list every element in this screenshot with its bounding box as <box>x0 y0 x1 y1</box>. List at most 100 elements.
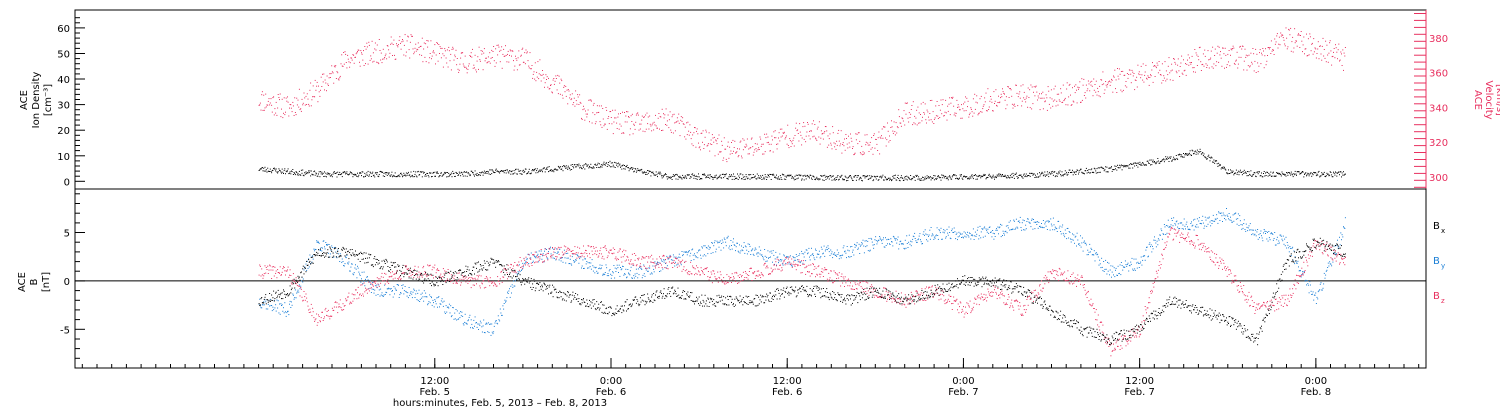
density-series-point <box>285 173 286 174</box>
density-series-point <box>941 175 942 176</box>
by-series-point <box>1080 235 1081 236</box>
velocity-series-point <box>867 134 868 135</box>
velocity-series-point <box>487 62 488 63</box>
by-series-point <box>429 294 430 295</box>
density-series-point <box>403 173 404 174</box>
by-series-point <box>381 295 382 296</box>
by-series-point <box>659 271 660 272</box>
velocity-series-point <box>1130 74 1131 75</box>
by-series-point <box>760 250 761 251</box>
density-series-point <box>915 175 916 176</box>
velocity-series-point <box>260 103 261 104</box>
density-series-point <box>491 169 492 170</box>
density-series-point <box>921 178 922 179</box>
by-series-point <box>347 263 348 264</box>
density-series-point <box>871 177 872 178</box>
velocity-series-point <box>1328 53 1329 54</box>
velocity-series-point <box>771 144 772 145</box>
velocity-series-point <box>1261 53 1262 54</box>
velocity-series-point <box>1269 48 1270 49</box>
by-series-point <box>848 256 849 257</box>
velocity-series-point <box>712 134 713 135</box>
velocity-series-point <box>542 70 543 71</box>
velocity-series-point <box>610 111 611 112</box>
velocity-series-point <box>1085 92 1086 93</box>
velocity-series-point <box>362 60 363 61</box>
by-series-point <box>573 260 574 261</box>
by-series-point <box>770 257 771 258</box>
velocity-series-point <box>847 147 848 148</box>
density-series-point <box>624 165 625 166</box>
velocity-series-point <box>702 142 703 143</box>
velocity-series-point <box>1031 108 1032 109</box>
density-series-point <box>705 175 706 176</box>
velocity-series-point <box>934 119 935 120</box>
by-series-point <box>887 243 888 244</box>
by-series-point <box>682 251 683 252</box>
velocity-series-point <box>773 131 774 132</box>
velocity-series-point <box>268 101 269 102</box>
density-series-point <box>1342 175 1343 176</box>
by-series-point <box>515 280 516 281</box>
velocity-series-point <box>1223 53 1224 54</box>
by-series-point <box>854 244 855 245</box>
velocity-series-point <box>1337 58 1338 59</box>
by-series-point <box>1302 271 1303 272</box>
by-series-point <box>1280 235 1281 236</box>
velocity-series-point <box>1248 65 1249 66</box>
by-series-point <box>309 255 310 256</box>
by-series-point <box>444 312 445 313</box>
velocity-series-point <box>922 117 923 118</box>
density-series-point <box>1250 170 1251 171</box>
by-series-point <box>998 233 999 234</box>
velocity-series-point <box>492 57 493 58</box>
velocity-series-point <box>814 136 815 137</box>
velocity-series-point <box>399 40 400 41</box>
density-series-point <box>1128 165 1129 166</box>
velocity-series-point <box>568 89 569 90</box>
velocity-series-point <box>1017 105 1018 106</box>
by-series-point <box>947 229 948 230</box>
by-series-point <box>1104 271 1105 272</box>
density-series-point <box>1243 171 1244 172</box>
by-series-point <box>1201 223 1202 224</box>
density-series-point <box>672 176 673 177</box>
velocity-series-point <box>284 97 285 98</box>
by-series-point <box>459 317 460 318</box>
by-series-point <box>906 235 907 236</box>
by-series-point <box>382 292 383 293</box>
by-series-point <box>858 248 859 249</box>
density-series-point <box>1217 163 1218 164</box>
by-series-point <box>436 297 437 298</box>
by-series-point <box>1227 215 1228 216</box>
density-series-point <box>977 179 978 180</box>
density-series-point <box>1074 172 1075 173</box>
density-series-point <box>281 173 282 174</box>
velocity-series-point <box>718 154 719 155</box>
by-series-point <box>1261 235 1262 236</box>
velocity-series-point <box>567 103 568 104</box>
density-series-point <box>1198 153 1199 154</box>
by-series-point <box>945 238 946 239</box>
velocity-series-point <box>296 114 297 115</box>
by-series-point <box>1082 238 1083 239</box>
by-series-point <box>1170 226 1171 227</box>
velocity-series-point <box>1204 66 1205 67</box>
velocity-series-point <box>479 59 480 60</box>
velocity-series-point <box>458 72 459 73</box>
by-series-point <box>1013 220 1014 221</box>
by-series-point <box>619 265 620 266</box>
by-series-point <box>569 263 570 264</box>
by-series-point <box>749 244 750 245</box>
by-series-point <box>812 253 813 254</box>
density-series-point <box>377 172 378 173</box>
density-series-point <box>1322 174 1323 175</box>
by-series-point <box>970 233 971 234</box>
velocity-series-point <box>415 44 416 45</box>
density-series-point <box>804 175 805 176</box>
velocity-series-point <box>920 114 921 115</box>
density-series-point <box>504 172 505 173</box>
by-series-point <box>1083 251 1084 252</box>
density-series-point <box>780 175 781 176</box>
by-series-point <box>302 282 303 283</box>
